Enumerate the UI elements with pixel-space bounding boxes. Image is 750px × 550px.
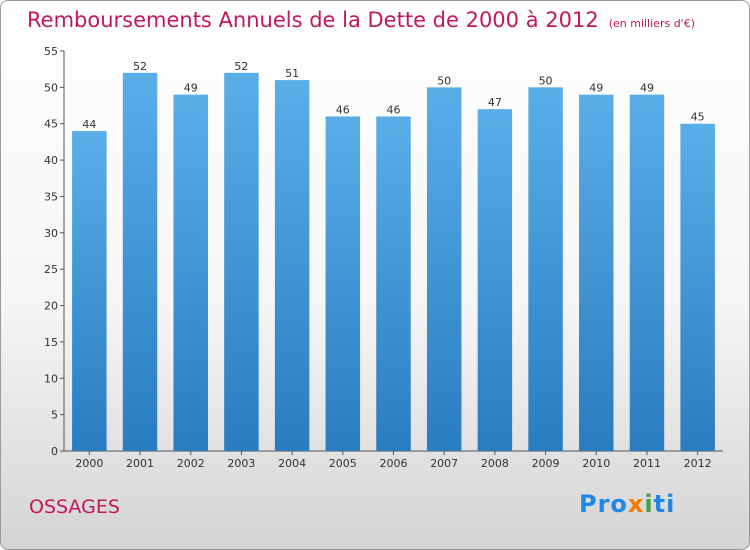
bar: [325, 116, 361, 452]
bar: [579, 94, 614, 452]
x-tick-label: 2011: [633, 457, 661, 470]
bar: [173, 94, 208, 452]
bar: [426, 87, 462, 451]
bar: [376, 116, 411, 452]
bar: [122, 72, 158, 452]
commune-name: OSSAGES: [29, 496, 120, 518]
y-tick-label: 50: [44, 81, 58, 94]
bar: [528, 87, 563, 451]
bar: [629, 94, 665, 452]
y-tick-label: 45: [44, 118, 58, 131]
unit-note: (en milliers d'€): [608, 17, 695, 30]
bar-value-label: 50: [437, 74, 451, 87]
x-tick-label: 2001: [126, 457, 154, 470]
bar-value-label: 51: [285, 67, 299, 80]
bar: [72, 131, 107, 451]
bar-value-label: 46: [336, 103, 350, 116]
y-tick-label: 5: [51, 409, 58, 422]
x-tick-label: 2004: [278, 457, 306, 470]
bar-value-label: 47: [488, 96, 502, 109]
bar-value-label: 49: [589, 82, 603, 95]
x-tick-label: 2012: [684, 457, 712, 470]
x-tick-label: 2000: [75, 457, 103, 470]
x-tick-label: 2008: [481, 457, 509, 470]
y-tick-label: 25: [44, 263, 58, 276]
bar: [680, 123, 715, 452]
chart-title-text: Remboursements Annuels de la Dette de 20…: [27, 8, 599, 32]
x-tick-label: 2007: [430, 457, 458, 470]
bar-value-label: 44: [82, 118, 96, 131]
bar: [224, 72, 259, 452]
chart-title: Remboursements Annuels de la Dette de 20…: [27, 8, 695, 32]
x-tick-label: 2010: [582, 457, 610, 470]
proxiti-logo: Proxiti: [579, 490, 676, 518]
bar-value-label: 49: [184, 82, 198, 95]
bar-value-label: 50: [539, 74, 553, 87]
y-tick-label: 35: [44, 190, 58, 203]
bar: [274, 80, 310, 451]
x-tick-label: 2005: [329, 457, 357, 470]
y-tick-label: 10: [44, 372, 58, 385]
bar-value-label: 49: [640, 82, 654, 95]
x-tick-label: 2009: [532, 457, 560, 470]
y-tick-label: 0: [51, 445, 58, 458]
x-tick-label: 2002: [177, 457, 205, 470]
bar-value-label: 52: [234, 60, 248, 73]
y-tick-label: 15: [44, 336, 58, 349]
y-tick-label: 30: [44, 227, 58, 240]
bar: [477, 109, 513, 451]
x-tick-label: 2003: [227, 457, 255, 470]
y-tick-label: 55: [44, 45, 58, 58]
bar-value-label: 45: [691, 111, 705, 124]
bar-value-label: 46: [387, 103, 401, 116]
x-tick-label: 2006: [380, 457, 408, 470]
y-tick-label: 40: [44, 154, 58, 167]
bar-value-label: 52: [133, 60, 147, 73]
y-tick-label: 20: [44, 300, 58, 313]
